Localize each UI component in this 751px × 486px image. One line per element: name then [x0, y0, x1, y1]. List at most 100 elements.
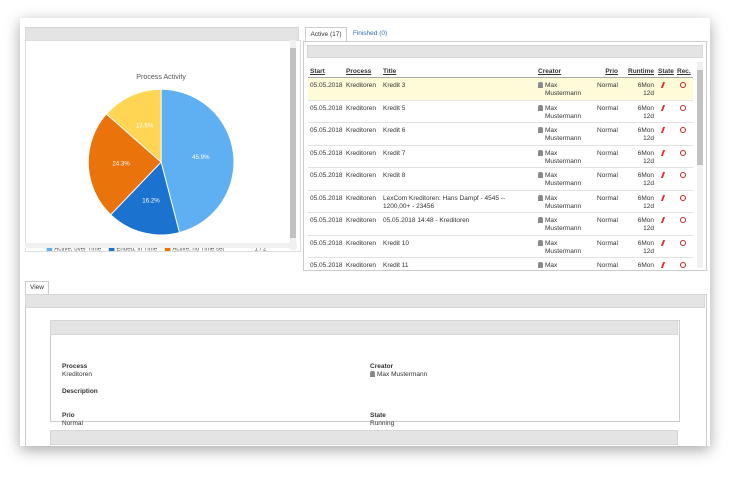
column-header[interactable]: Title — [383, 68, 397, 75]
pie-chart: Process Activity 45.9% 16.2% 24.3% 13.5% Acti… — [46, 73, 267, 253]
chart-panel: Process Activity 45.9% 16.2% 24.3% 13.5% Acti… — [25, 40, 301, 253]
pie-slice — [87, 113, 162, 216]
table-cell: 05.05.2018 14:48 - Kreditoren — [383, 217, 470, 224]
tab[interactable]: Active (17) — [305, 27, 347, 42]
table-row[interactable] — [308, 78, 693, 101]
column-header[interactable]: Start — [310, 68, 325, 75]
record-icon[interactable] — [680, 239, 686, 246]
column-header[interactable]: Process — [346, 68, 372, 75]
table-cell: Kredit 5 — [383, 104, 406, 112]
table-cell: Kreditoren — [346, 217, 376, 224]
table-cell: Kreditoren — [346, 239, 376, 247]
field-value: Normal — [62, 420, 83, 427]
table-row[interactable] — [308, 213, 693, 236]
table-cell: 6Mon 12d — [637, 104, 654, 120]
table-row[interactable] — [308, 191, 693, 213]
record-icon[interactable] — [680, 217, 686, 223]
legend-label: Ended, in Time — [116, 246, 157, 251]
record-icon[interactable] — [680, 82, 686, 88]
table-cell: Max Mustermann — [545, 217, 582, 232]
tab[interactable]: View — [25, 281, 49, 294]
table-cell: Kreditoren — [346, 104, 376, 112]
user-icon — [538, 149, 543, 156]
table-cell: 6Mon 12d — [637, 217, 654, 232]
user-icon — [370, 371, 375, 377]
field-value: Running — [370, 420, 395, 427]
table-cell: 05.05.2018 — [310, 104, 343, 112]
user-icon — [538, 82, 543, 88]
table-cell: 6Mon 12d — [637, 149, 654, 165]
pie-slice — [105, 88, 162, 164]
legend-swatch — [46, 245, 53, 251]
legend-label: Active, no Time set — [172, 246, 224, 251]
field-label: Process — [62, 363, 88, 370]
user-icon — [538, 194, 543, 201]
table-cell: Normal — [597, 127, 618, 134]
table-header-bar — [307, 45, 703, 58]
detail-header — [50, 320, 678, 335]
user-icon — [538, 127, 543, 133]
table-cell: Normal — [597, 172, 618, 179]
table-cell: 05.05.2018 — [310, 262, 343, 268]
record-icon[interactable] — [680, 194, 686, 201]
slice-label: 13.5% — [136, 122, 154, 129]
table-row[interactable] — [308, 168, 693, 191]
table-cell: Kreditoren — [346, 172, 376, 179]
table-cell: Normal — [597, 217, 618, 224]
record-icon[interactable] — [680, 149, 686, 156]
field-label: Description — [62, 388, 98, 395]
column-header[interactable]: Prio — [605, 68, 618, 75]
table-cell: 05.05.2018 — [310, 194, 343, 202]
table-cell: Kreditoren — [346, 127, 376, 134]
tab[interactable]: Finished (0) — [352, 30, 388, 37]
record-icon[interactable] — [680, 172, 686, 178]
column-header[interactable]: State — [658, 68, 674, 75]
record-icon[interactable] — [680, 262, 686, 268]
table-cell: Normal — [597, 149, 618, 157]
record-icon[interactable] — [680, 127, 686, 133]
table-row[interactable] — [308, 123, 693, 146]
record-icon[interactable] — [680, 104, 686, 111]
table-row[interactable] — [308, 146, 693, 168]
user-icon — [538, 104, 543, 111]
field-value: Max Mustermann — [377, 371, 428, 378]
table-cell: Max Mustermann — [545, 82, 582, 97]
legend-label: Active, over Time — [54, 246, 102, 251]
table-cell: Kredit 7 — [383, 149, 406, 157]
field-value: Kreditoren — [62, 371, 92, 378]
chart-title: Process Activity — [136, 73, 186, 81]
table-cell: Kredit 6 — [383, 127, 406, 134]
column-header[interactable]: Rec. — [677, 68, 691, 75]
table-cell: Kreditoren — [346, 194, 376, 202]
table-cell: Max Mustermann — [545, 262, 558, 268]
table-cell: 6Mon 12d — [637, 194, 654, 210]
table-cell: 6Mon 12d — [637, 127, 654, 142]
field-label: Creator — [370, 363, 394, 370]
user-icon — [538, 217, 543, 223]
table-cell: 05.05.2018 — [310, 127, 343, 134]
table-cell: Kredit 3 — [383, 82, 406, 89]
column-header[interactable]: Creator — [538, 68, 562, 75]
table-cell: Max Mustermann — [545, 149, 582, 165]
detail-header — [50, 430, 678, 445]
table-cell: 05.05.2018 — [310, 239, 343, 247]
column-header[interactable]: Runtime — [628, 68, 654, 75]
pie-slice — [160, 88, 235, 234]
field-label: State — [370, 412, 386, 419]
table-cell: Normal — [597, 104, 618, 112]
table-cell: 6Mon 12d — [637, 82, 654, 97]
table-cell: 6Mon 12d — [637, 172, 654, 187]
table-row[interactable] — [308, 236, 693, 258]
scrollbar — [697, 62, 703, 268]
user-icon — [538, 172, 543, 178]
user-icon — [538, 239, 543, 246]
scrollbar — [290, 40, 296, 250]
slice-label: 45.9% — [192, 154, 210, 161]
legend-pager: 1 / 2 — [254, 246, 267, 251]
app-window: Process Activity 45.9% 16.2% 24.3% 13.5% Acti… — [20, 18, 710, 446]
table-cell: Max Mustermann — [545, 239, 582, 255]
table-row[interactable] — [308, 101, 693, 123]
table-cell: Kreditoren — [346, 262, 376, 268]
table-cell: Kreditoren — [346, 82, 376, 89]
